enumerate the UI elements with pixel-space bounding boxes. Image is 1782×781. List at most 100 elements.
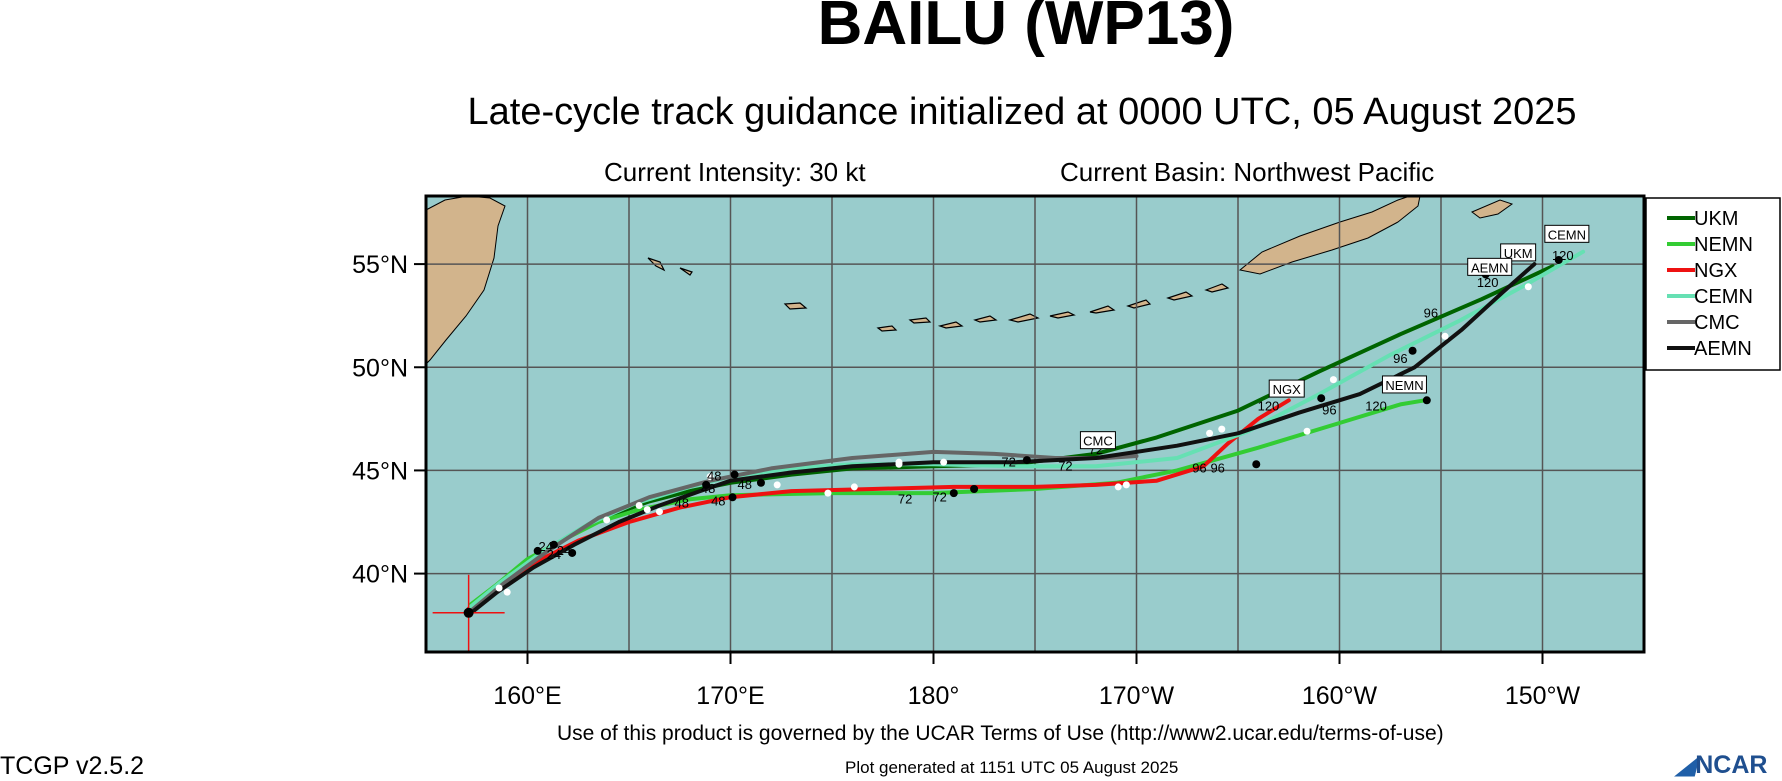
end-label-cemn: CEMN bbox=[1548, 227, 1586, 242]
forecast-point bbox=[533, 546, 542, 555]
forecast-point bbox=[940, 458, 948, 466]
lat-label: 55°N bbox=[352, 251, 408, 279]
track-ngx bbox=[466, 398, 1291, 611]
forecast-point bbox=[495, 584, 503, 592]
forecast-hour-label: 72 bbox=[1058, 458, 1072, 473]
aleutian-islands bbox=[647, 257, 1230, 332]
forecast-point bbox=[1317, 394, 1326, 403]
land-alaska bbox=[1238, 196, 1421, 275]
graticule bbox=[426, 196, 1644, 652]
forecast-hour-label: 48 bbox=[707, 469, 721, 484]
lat-label: 45°N bbox=[352, 457, 408, 485]
forecast-hour-label: 96 bbox=[1192, 460, 1206, 475]
generated-time: Plot generated at 1151 UTC 05 August 202… bbox=[845, 758, 1179, 777]
forecast-hour-label: 96 bbox=[1322, 403, 1336, 418]
forecast-hour-label: 72 bbox=[898, 491, 912, 506]
forecast-point bbox=[1122, 481, 1130, 489]
forecast-hour-label: 48 bbox=[737, 477, 751, 492]
ncar-logo-text: NCAR bbox=[1695, 751, 1768, 779]
forecast-point bbox=[503, 588, 511, 596]
forecast-point bbox=[1422, 396, 1431, 405]
legend-box bbox=[1645, 197, 1781, 371]
lon-label: 180° bbox=[908, 682, 960, 710]
initial-position-marker bbox=[432, 574, 505, 651]
forecast-hour-label: 96 bbox=[1393, 351, 1407, 366]
initial-position-dot bbox=[463, 607, 474, 618]
forecast-point bbox=[824, 489, 832, 497]
forecast-point bbox=[895, 460, 903, 468]
forecast-point bbox=[568, 548, 577, 557]
current-intensity: Current Intensity: 30 kt bbox=[604, 157, 866, 187]
end-label-ukm: UKM bbox=[1504, 246, 1533, 261]
forecast-point bbox=[1329, 376, 1337, 384]
model-end-labels: UKM NEMN NGX CEMN CMC AEMN bbox=[1079, 224, 1590, 450]
lon-label: 150°W bbox=[1505, 682, 1581, 710]
track-cmc bbox=[466, 449, 1139, 615]
forecast-point bbox=[1303, 427, 1311, 435]
forecast-point bbox=[603, 516, 611, 524]
end-label-box bbox=[1079, 431, 1116, 450]
end-label-aemn: AEMN bbox=[1471, 260, 1509, 275]
lon-label: 160°E bbox=[493, 682, 561, 710]
forecast-point bbox=[1252, 460, 1261, 469]
lon-label: 170°W bbox=[1099, 682, 1175, 710]
forecast-point bbox=[1408, 346, 1417, 355]
forecast-hour-label: 48 bbox=[675, 496, 689, 511]
forecast-point bbox=[970, 484, 979, 493]
forecast-tracks bbox=[466, 249, 1586, 617]
forecast-hour-label: 48 bbox=[711, 494, 725, 509]
land-kamchatka bbox=[426, 196, 506, 365]
forecast-hour-label: 120 bbox=[1365, 399, 1387, 414]
forecast-hour-label: 24 bbox=[539, 539, 553, 554]
lat-label: 50°N bbox=[352, 354, 408, 382]
current-basin: Current Basin: Northwest Pacific bbox=[1060, 157, 1435, 187]
forecast-point bbox=[756, 478, 765, 487]
legend-label-ngx: NGX bbox=[1694, 260, 1737, 282]
end-label-cmc: CMC bbox=[1083, 434, 1113, 449]
ncar-logo-mark: ◢ bbox=[1676, 751, 1696, 779]
map-title: BAILU (WP13) bbox=[817, 0, 1235, 58]
end-label-box bbox=[1268, 379, 1305, 398]
forecast-hour-label: 120 bbox=[1258, 399, 1280, 414]
model-legend: UKM NEMN NGX CEMN CMC AEMN bbox=[1645, 197, 1781, 371]
land-kodiak bbox=[1471, 199, 1514, 219]
forecast-hour-label: 48 bbox=[701, 481, 715, 496]
legend-label-cmc: CMC bbox=[1694, 312, 1740, 334]
lon-label: 160°W bbox=[1302, 682, 1378, 710]
terms-of-use: Use of this product is governed by the U… bbox=[557, 722, 1444, 745]
forecast-hour-label: 96 bbox=[1424, 306, 1438, 321]
forecast-point bbox=[706, 473, 714, 481]
forecast-point bbox=[1218, 425, 1226, 433]
forecast-point bbox=[949, 489, 958, 498]
forecast-point bbox=[1524, 283, 1532, 291]
forecast-point bbox=[730, 470, 739, 479]
forecast-point bbox=[1554, 255, 1563, 264]
forecast-point bbox=[635, 502, 643, 510]
forecast-hour-label: 24 bbox=[547, 547, 561, 562]
end-label-box bbox=[1500, 243, 1537, 262]
forecast-point bbox=[643, 506, 651, 514]
forecast-point bbox=[728, 493, 737, 502]
forecast-point bbox=[655, 508, 663, 516]
forecast-point bbox=[1022, 456, 1031, 465]
legend-label-nemn: NEMN bbox=[1694, 234, 1753, 256]
forecast-hour-label: 72 bbox=[1001, 454, 1015, 469]
map-subtitle: Late-cycle track guidance initialized at… bbox=[467, 91, 1577, 133]
forecast-point bbox=[1206, 429, 1214, 437]
map-frame bbox=[424, 194, 1646, 654]
legend-label-cemn: CEMN bbox=[1694, 286, 1753, 308]
forecast-point bbox=[702, 480, 711, 489]
forecast-point bbox=[773, 481, 781, 489]
axis-labels: 55°N 50°N 45°N 40°N 160°E 170°E 180° 170°W 160°W… bbox=[352, 251, 1580, 710]
ncar-logo: ◢NCAR bbox=[1676, 750, 1767, 780]
lat-label: 40°N bbox=[352, 561, 408, 589]
end-label-box bbox=[1467, 257, 1513, 276]
forecast-point bbox=[850, 483, 858, 491]
end-label-box bbox=[1381, 375, 1427, 394]
forecast-hour-label: 120 bbox=[1552, 248, 1574, 263]
forecast-point bbox=[1114, 483, 1122, 491]
end-label-ngx: NGX bbox=[1273, 382, 1302, 397]
forecast-point bbox=[549, 540, 558, 549]
